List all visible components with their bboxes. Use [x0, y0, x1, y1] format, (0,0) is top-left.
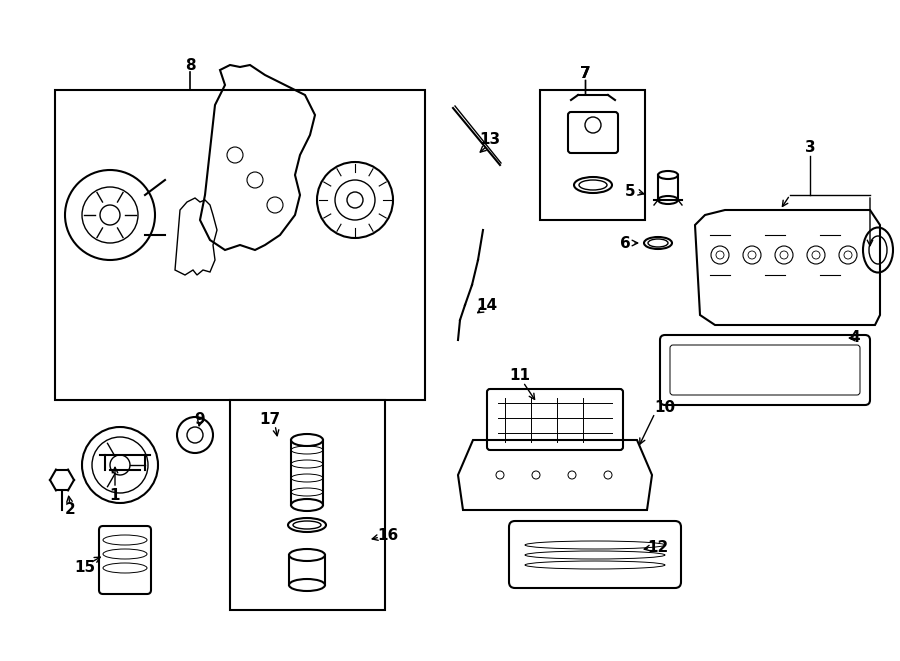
FancyBboxPatch shape [670, 345, 860, 395]
Text: 13: 13 [480, 132, 500, 147]
Text: 1: 1 [110, 488, 121, 502]
FancyBboxPatch shape [487, 389, 623, 450]
Text: 7: 7 [580, 65, 590, 81]
FancyBboxPatch shape [660, 335, 870, 405]
Text: 12: 12 [647, 541, 669, 555]
Text: 8: 8 [184, 58, 195, 73]
Text: 7: 7 [580, 65, 590, 81]
Text: 14: 14 [476, 297, 498, 313]
Text: 11: 11 [509, 368, 530, 383]
Text: 2: 2 [65, 502, 76, 518]
Text: 6: 6 [619, 235, 630, 251]
Text: 16: 16 [377, 527, 399, 543]
Text: 3: 3 [805, 141, 815, 155]
Text: 5: 5 [625, 184, 635, 200]
FancyBboxPatch shape [509, 521, 681, 588]
Text: 4: 4 [850, 330, 860, 346]
Bar [55, 90, 425, 400]
Text: 17: 17 [259, 412, 281, 428]
FancyBboxPatch shape [99, 526, 151, 594]
Text: 9: 9 [194, 412, 205, 428]
Bar [540, 90, 645, 220]
Text: 15: 15 [75, 561, 95, 576]
FancyBboxPatch shape [568, 112, 618, 153]
Text: 10: 10 [654, 401, 676, 416]
Bar [230, 400, 385, 610]
